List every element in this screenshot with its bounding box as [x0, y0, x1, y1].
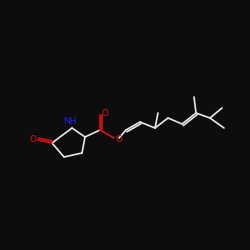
Text: O: O [116, 134, 122, 143]
Text: NH: NH [63, 116, 77, 126]
Text: O: O [30, 136, 36, 144]
Text: O: O [102, 110, 108, 118]
